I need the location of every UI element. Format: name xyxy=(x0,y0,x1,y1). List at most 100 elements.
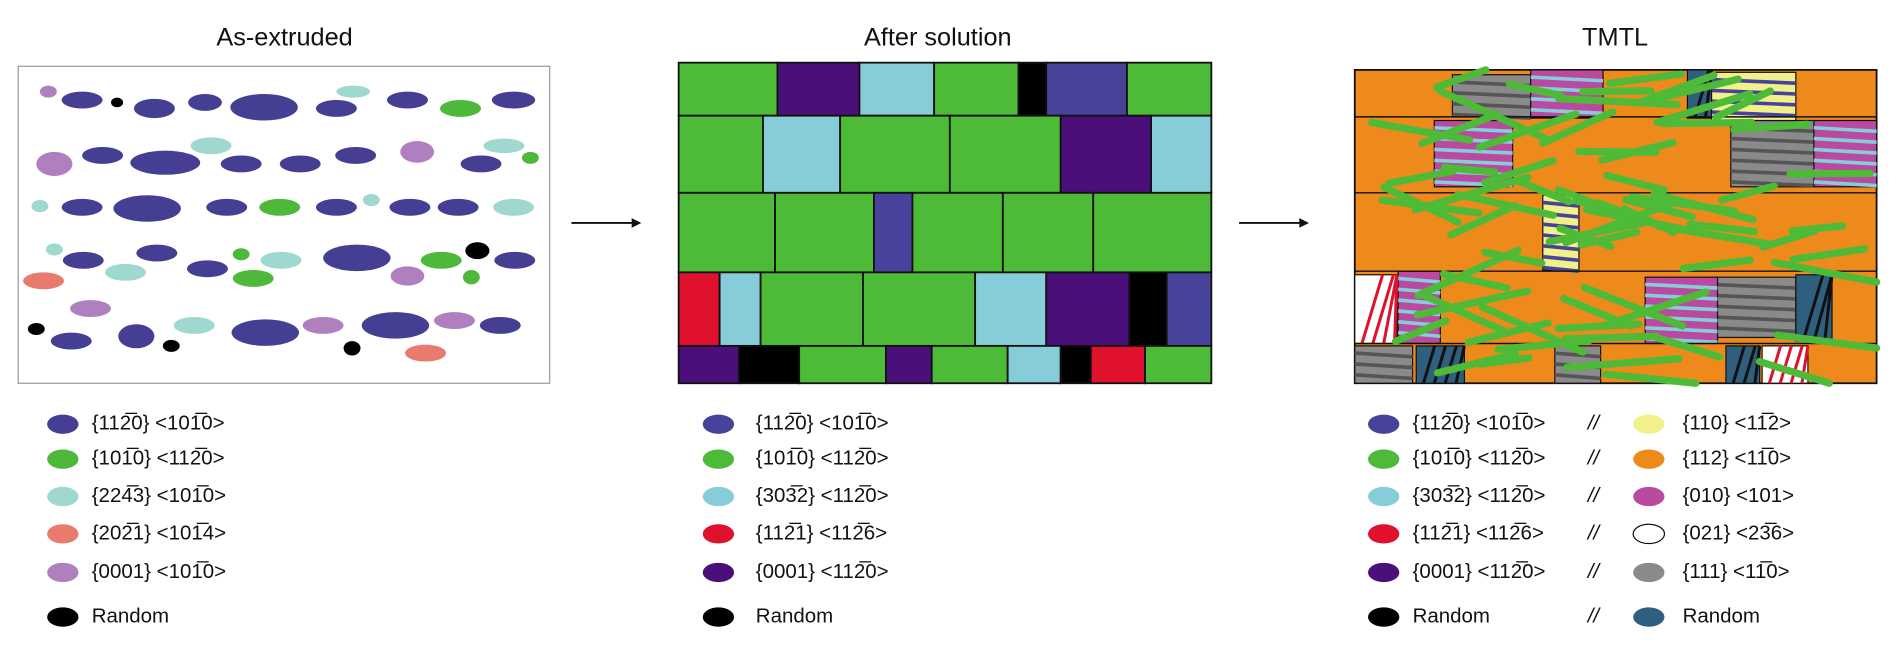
legend-swatch xyxy=(1368,607,1400,627)
separator: // xyxy=(1586,560,1602,583)
legend-label: {101̅0} <112̅0> xyxy=(1413,447,1546,470)
grain xyxy=(230,94,298,121)
grain xyxy=(479,316,521,334)
grain xyxy=(323,244,391,272)
lamella xyxy=(1770,258,1881,286)
stripe xyxy=(1711,304,1796,312)
grain xyxy=(677,271,721,347)
grain xyxy=(465,242,490,260)
grain xyxy=(1144,344,1213,385)
lamella xyxy=(1539,108,1617,147)
grain xyxy=(130,150,201,175)
grain xyxy=(718,271,762,347)
lamella xyxy=(1563,355,1683,371)
grain xyxy=(437,198,479,216)
lamella xyxy=(1368,118,1474,144)
legend-label: {010} <101> xyxy=(1683,484,1795,507)
stripe xyxy=(1742,345,1757,384)
legend-label: {112̅0} <101̅0> xyxy=(92,412,225,435)
stripe xyxy=(1530,107,1604,116)
grain xyxy=(390,266,425,286)
lamella xyxy=(1432,66,1490,91)
lamella xyxy=(1515,177,1573,206)
lamella xyxy=(1679,256,1754,273)
grain xyxy=(186,260,228,278)
lamella xyxy=(1653,90,1754,126)
grain xyxy=(1059,114,1152,194)
legend-label: Random xyxy=(756,604,833,627)
grain xyxy=(677,61,779,117)
lamella xyxy=(1654,334,1724,361)
lamella xyxy=(1712,87,1774,121)
lamella xyxy=(1579,87,1655,96)
stripe xyxy=(1432,345,1447,384)
lamella xyxy=(1475,110,1580,151)
stripe xyxy=(1397,276,1441,284)
stripe xyxy=(1542,254,1580,263)
grain xyxy=(61,91,103,109)
grain xyxy=(118,324,155,349)
grain xyxy=(493,198,535,216)
panel-title: TMTL xyxy=(1582,23,1648,51)
lamella xyxy=(1562,199,1676,247)
grain xyxy=(259,198,301,216)
grain xyxy=(460,155,502,173)
grain xyxy=(389,198,431,216)
stripe xyxy=(1813,158,1877,166)
grain xyxy=(440,100,482,117)
separator: // xyxy=(1586,412,1602,435)
legend-swatch xyxy=(702,414,735,434)
stripe xyxy=(1813,147,1877,155)
stripe xyxy=(1542,200,1580,208)
lamella xyxy=(1580,284,1686,330)
stripe xyxy=(1434,125,1513,134)
stripe xyxy=(1371,274,1395,344)
grain xyxy=(220,155,262,173)
stripe xyxy=(1354,351,1413,359)
legend-label: {0001} <112̅0> xyxy=(1413,560,1546,583)
stripe xyxy=(1354,362,1413,370)
lamella xyxy=(1440,163,1499,176)
grain xyxy=(1059,344,1092,385)
stripe xyxy=(1711,315,1796,323)
grain xyxy=(885,344,933,385)
grain xyxy=(302,316,344,334)
grain xyxy=(162,339,180,352)
lamella xyxy=(1603,171,1668,194)
grain xyxy=(798,344,887,385)
grain xyxy=(61,198,103,216)
lamella xyxy=(1391,317,1450,346)
grain xyxy=(362,194,380,207)
stripe xyxy=(1731,345,1746,384)
legend-label: {112} <11̅0> xyxy=(1683,447,1792,470)
lamella xyxy=(1418,110,1501,147)
stripe xyxy=(1393,274,1399,344)
grain xyxy=(1017,61,1048,117)
stripe xyxy=(1443,345,1458,384)
lamella xyxy=(1637,71,1718,106)
grain xyxy=(839,114,951,194)
grain xyxy=(462,269,480,285)
grain xyxy=(420,251,462,269)
legend-swatch xyxy=(702,562,735,583)
grain xyxy=(23,272,65,290)
legend-swatch xyxy=(1632,523,1666,545)
lamella xyxy=(1505,80,1565,100)
legend-label: Random xyxy=(1683,604,1760,627)
legend-label: {101̅0} <112̅0> xyxy=(92,447,225,470)
stripe xyxy=(1753,345,1762,384)
grain xyxy=(1150,114,1213,194)
stripe xyxy=(1813,125,1877,134)
legend-swatch xyxy=(702,607,735,627)
stripe xyxy=(1542,244,1580,252)
lamella xyxy=(1759,227,1819,251)
grain xyxy=(173,316,215,334)
legend-swatch xyxy=(702,449,735,469)
lamella xyxy=(1481,248,1546,267)
lamella xyxy=(1652,75,1742,103)
separator: // xyxy=(1586,521,1602,544)
stripe xyxy=(1354,373,1413,381)
stripe xyxy=(1554,373,1601,381)
legend-swatch xyxy=(1633,607,1665,627)
stripe xyxy=(1530,75,1604,83)
